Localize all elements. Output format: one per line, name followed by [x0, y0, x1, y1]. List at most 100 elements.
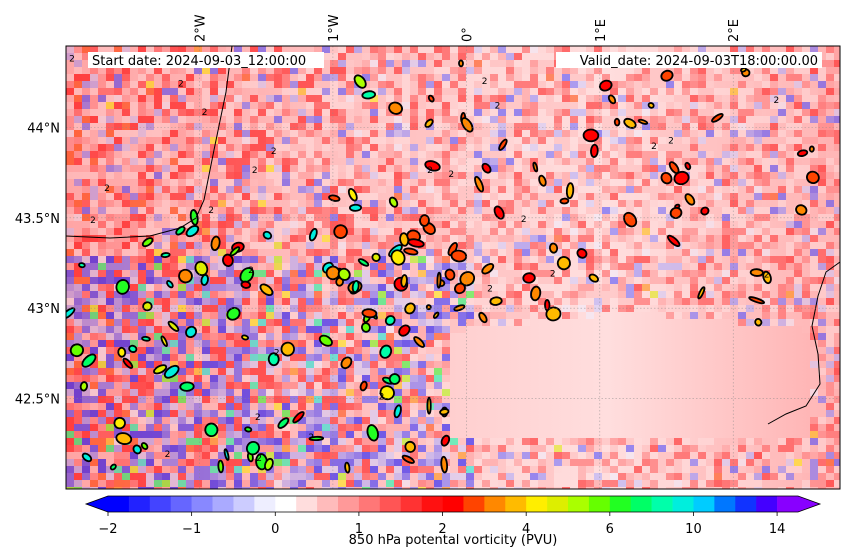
pv-cell: [386, 403, 394, 410]
pv-cell: [186, 158, 194, 165]
pv-cell: [738, 284, 746, 291]
pv-cell: [426, 340, 434, 347]
pv-cell: [490, 109, 498, 116]
pv-cell: [610, 459, 618, 466]
pv-cell: [794, 109, 802, 116]
pv-cell: [594, 438, 602, 445]
pv-cell: [722, 172, 730, 179]
pv-cell: [778, 459, 786, 466]
pv-cell: [562, 284, 570, 291]
pv-cell: [298, 270, 306, 277]
pv-cell: [114, 88, 122, 95]
pv-cell: [274, 158, 282, 165]
pv-cell: [658, 88, 666, 95]
pv-cell: [306, 389, 314, 396]
pv-cell: [810, 228, 818, 235]
pv-cell: [434, 179, 442, 186]
pv-cell: [658, 207, 666, 214]
pv-cell: [482, 158, 490, 165]
pv-cell: [290, 95, 298, 102]
pv-cell: [226, 298, 234, 305]
pv-cell: [290, 298, 298, 305]
pv-cell: [770, 466, 778, 473]
pv-cell: [450, 298, 458, 305]
pv-cell: [554, 46, 562, 53]
pv-cell: [114, 137, 122, 144]
pv-cell: [170, 382, 178, 389]
pv-cell: [690, 298, 698, 305]
pv-cell: [122, 382, 130, 389]
pv-cell: [722, 179, 730, 186]
pv-cell: [130, 81, 138, 88]
pv-cell: [530, 123, 538, 130]
pv-cell: [490, 319, 498, 326]
pv-cell: [162, 46, 170, 53]
pv-cell: [466, 144, 474, 151]
pv-cell: [202, 487, 210, 489]
pv-cell: [106, 95, 114, 102]
pv-cell: [442, 284, 450, 291]
pv-cell: [778, 242, 786, 249]
pv-cell: [106, 459, 114, 466]
pv-cell: [538, 305, 546, 312]
pv-cell: [162, 389, 170, 396]
pv-cell: [578, 438, 586, 445]
pv-cell: [818, 424, 826, 431]
pv-cell: [650, 88, 658, 95]
pv-cell: [482, 144, 490, 151]
pv-cell: [426, 326, 434, 333]
pv-cell: [146, 438, 154, 445]
pv-cell: [602, 235, 610, 242]
pv-cell: [682, 200, 690, 207]
pv-cell: [258, 389, 266, 396]
pv-cell: [442, 60, 450, 67]
pv-cell: [258, 382, 266, 389]
pv-cell: [314, 249, 322, 256]
pv-cell: [210, 151, 218, 158]
pv-cell: [634, 291, 642, 298]
pv-cell: [122, 368, 130, 375]
pv-cell: [66, 165, 74, 172]
pv-cell: [682, 67, 690, 74]
pv-cell: [266, 445, 274, 452]
pv-cell: [242, 249, 250, 256]
pv-cell: [546, 480, 554, 487]
pv-cell: [474, 466, 482, 473]
pv-cell: [418, 186, 426, 193]
pv-cell: [522, 473, 530, 480]
pv-cell: [298, 116, 306, 123]
pv-cell: [402, 200, 410, 207]
pv-cell: [114, 179, 122, 186]
pv-cell: [218, 354, 226, 361]
pv-cell: [138, 242, 146, 249]
pv-cell: [538, 466, 546, 473]
pv-cell: [282, 333, 290, 340]
pv-cell: [674, 473, 682, 480]
pv-cell: [514, 445, 522, 452]
pv-cell: [282, 305, 290, 312]
pv-cell: [218, 389, 226, 396]
pv-cell: [538, 158, 546, 165]
pv-cell: [546, 137, 554, 144]
pv-cell: [266, 375, 274, 382]
pv-cell: [346, 473, 354, 480]
pv-cell: [338, 340, 346, 347]
pv-cell: [402, 123, 410, 130]
pv-cell: [650, 298, 658, 305]
pv-cell: [538, 249, 546, 256]
pv-cell: [554, 242, 562, 249]
pv-cell: [74, 431, 82, 438]
pv-cell: [370, 242, 378, 249]
pv-cell: [530, 67, 538, 74]
pv-cell: [402, 410, 410, 417]
pv-cell: [130, 403, 138, 410]
pv-cell: [458, 480, 466, 487]
pv-cell: [762, 242, 770, 249]
pv-cell: [202, 473, 210, 480]
pv-cell: [250, 221, 258, 228]
pv-cell: [682, 312, 690, 319]
pv-cell: [82, 151, 90, 158]
pv-cell: [346, 179, 354, 186]
pv-cell: [522, 298, 530, 305]
pv-cell: [346, 333, 354, 340]
